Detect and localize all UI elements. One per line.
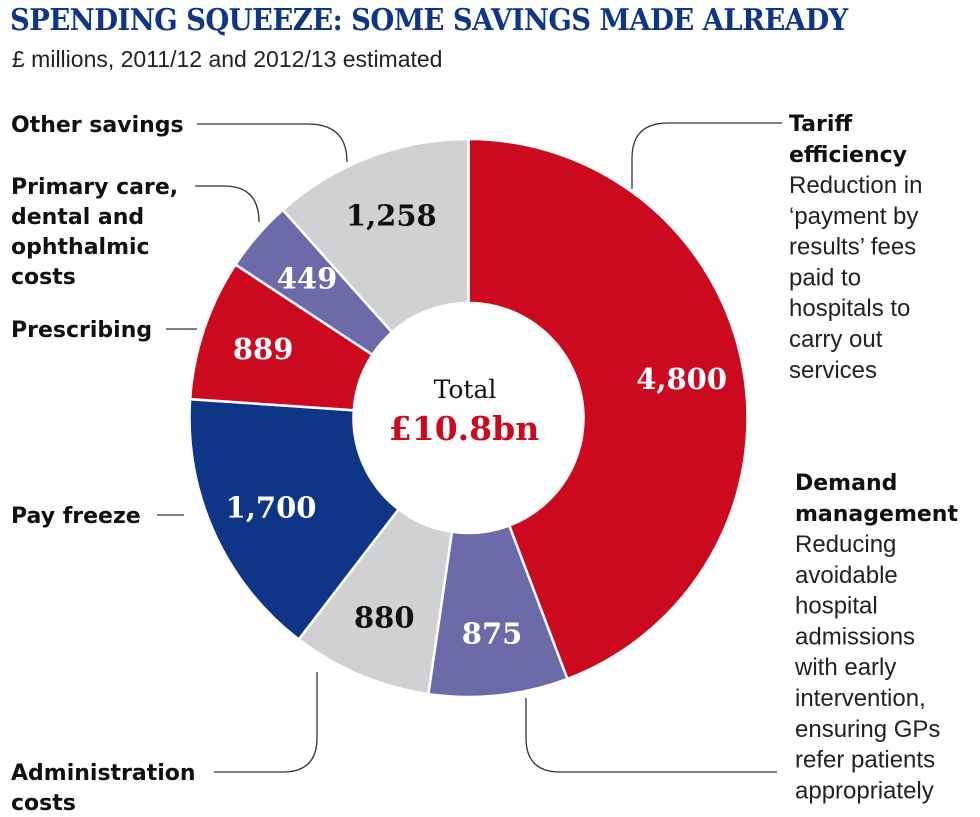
label-administration: Administration costs [11,761,203,816]
description-line: Reduction in [789,172,922,199]
description-line: carry out [789,326,883,353]
label-other-savings: Other savings [11,113,184,138]
description-line: appropriately [795,777,934,804]
description-line: Reducing [795,531,896,558]
description-line: avoidable [795,562,898,589]
label-primary-care: Primary care, dental and ophthalmic cost… [11,175,186,290]
donut-hole [353,303,584,533]
label-pay-freeze: Pay freeze [11,504,141,529]
total-label: Total [434,375,497,404]
label-prescribing: Prescribing [11,318,152,343]
description-line: paid to [789,264,861,291]
description-line: services [789,357,877,384]
description-line: intervention, [795,685,926,712]
leader-lines [157,122,782,773]
total-value: £10.8bn [389,409,539,448]
description-line: hospitals to [789,295,910,322]
value-label-pay-freeze: 1,700 [226,490,317,524]
description-tariff-efficiency: Reduction in ‘payment by results’ fees paid… [789,172,922,384]
chart-subtitle: £ millions, 2011/12 and 2012/13 estimate… [12,46,443,72]
value-label-administration-costs: 880 [354,601,415,635]
label-tariff-efficiency: Tariff efficiency [789,112,907,168]
label-demand-management: Demand management [795,471,958,527]
leader-line-tariff [631,122,782,189]
value-label-tariff-efficiency: 4,800 [636,362,727,396]
leader-line-administration [214,672,318,773]
description-demand-management: Reducing avoidable hospital admissions with … [794,531,940,804]
leader-line-other-savings [197,123,348,163]
leader-line-demand [525,698,777,773]
value-label-primary-care-dental-and-ophthalmic-costs: 449 [277,262,338,296]
description-line: results’ fees [789,234,916,261]
value-label-other-savings: 1,258 [346,199,437,233]
value-label-prescribing: 889 [233,332,294,366]
description-line: with early [794,654,896,681]
description-line: hospital [795,593,878,620]
donut-slices [188,137,749,699]
value-label-demand-management: 875 [462,616,523,650]
description-line: admissions [795,623,915,650]
description-line: ensuring GPs [795,716,940,743]
leader-line-primary-care [195,185,260,223]
description-line: ‘payment by [789,203,918,230]
chart-title: SPENDING SQUEEZE: SOME SAVINGS MADE ALRE… [10,2,848,37]
description-line: refer patients [795,747,935,774]
